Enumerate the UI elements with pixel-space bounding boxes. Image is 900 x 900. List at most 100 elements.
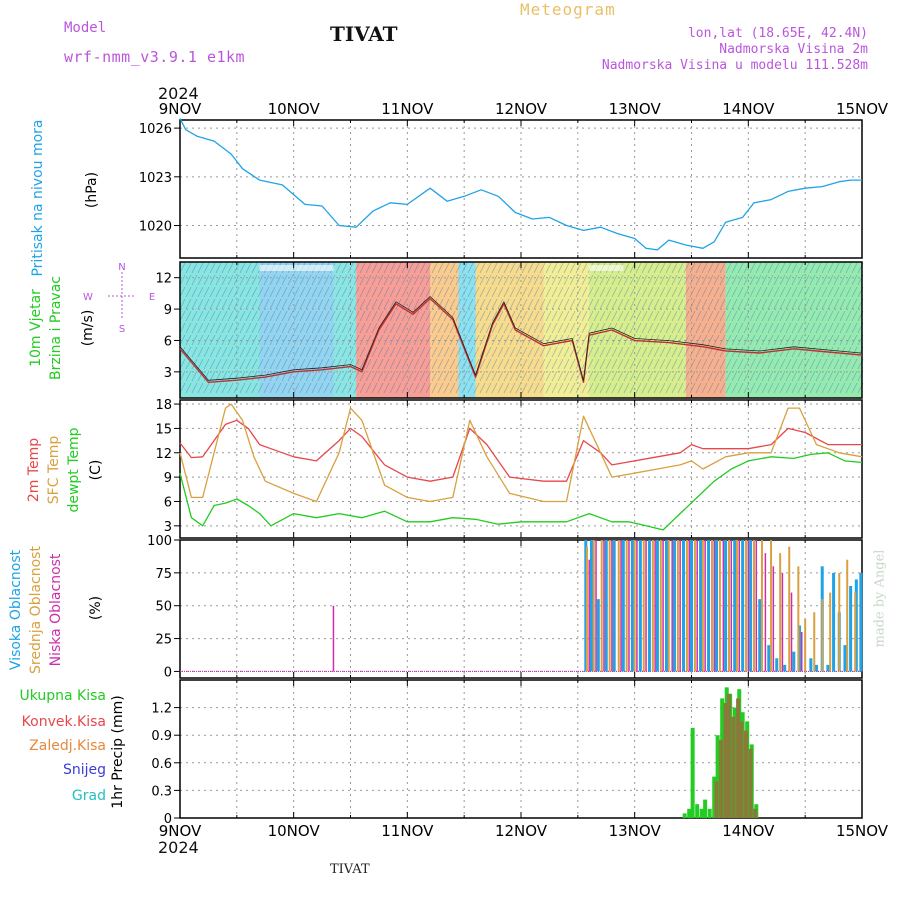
wind-barb: [287, 274, 294, 286]
wind-barb: [269, 382, 276, 394]
wind-barb: [683, 274, 690, 286]
wind-barb: [557, 346, 564, 358]
wind-barb: [851, 298, 858, 310]
wind-barb: [443, 262, 450, 274]
wind-barb: [557, 310, 564, 322]
wind-barb: [599, 274, 606, 286]
compass-s: S: [119, 324, 125, 335]
wind-barb: [575, 370, 582, 382]
wind-barb: [497, 346, 504, 358]
wind-barb: [725, 262, 732, 274]
cloud-bar: [775, 658, 779, 672]
wind-barb: [815, 346, 822, 358]
wind-barb: [545, 262, 552, 274]
wind-barb: [425, 358, 432, 370]
wind-barb: [401, 346, 408, 358]
wind-barb: [227, 346, 234, 358]
wind-barb: [215, 286, 222, 298]
wind-barb: [623, 358, 630, 370]
cloud-bar: [625, 540, 628, 672]
wind-barb: [185, 298, 192, 310]
cloud-bar: [781, 572, 784, 672]
wind-barb: [485, 382, 492, 394]
wind-barb: [209, 346, 216, 358]
wind-barb: [455, 286, 462, 298]
wind-barb: [263, 274, 270, 286]
wind-barb: [455, 262, 462, 274]
wind-barb: [245, 310, 252, 322]
wind-barb: [827, 262, 834, 274]
wind-barb: [497, 310, 504, 322]
wind-barb: [749, 334, 756, 346]
wind-barb: [389, 322, 396, 334]
wind-barb: [245, 358, 252, 370]
wind-barb: [665, 286, 672, 298]
wind-barb: [341, 274, 348, 286]
wind-barb: [665, 310, 672, 322]
cloud-bar: [804, 618, 807, 672]
wind-barb: [557, 358, 564, 370]
wind-barb: [509, 274, 516, 286]
wind-barb: [533, 382, 540, 394]
wind-barb: [821, 262, 828, 274]
wind-barb: [191, 274, 198, 286]
wind-barb: [269, 346, 276, 358]
wind-barb: [239, 382, 246, 394]
wind-barb: [833, 286, 840, 298]
wind-barb: [533, 298, 540, 310]
sfctemp-axis-label: SFC Temp: [46, 436, 62, 505]
wind-barb: [491, 346, 498, 358]
wind-barb: [845, 286, 852, 298]
wind-barb: [533, 274, 540, 286]
wind-barb: [275, 358, 282, 370]
wind-barb: [623, 370, 630, 382]
wind-barb: [227, 358, 234, 370]
cloud-bar: [730, 540, 733, 672]
wind-barb: [623, 298, 630, 310]
wind-barb: [809, 382, 816, 394]
wind-barb: [749, 286, 756, 298]
wind-barb: [323, 274, 330, 286]
wind-barb: [257, 310, 264, 322]
wind-barb: [713, 334, 720, 346]
cloud-bar: [628, 540, 630, 672]
wind-barb: [695, 322, 702, 334]
cloud-bar: [620, 540, 622, 672]
wind-barb: [299, 322, 306, 334]
wind-barb: [755, 370, 762, 382]
wind-barb: [245, 346, 252, 358]
wind-barb: [647, 370, 654, 382]
wind-barb: [215, 298, 222, 310]
wind-barb: [671, 370, 678, 382]
wind-barb: [425, 262, 432, 274]
cloud-bar: [792, 651, 796, 672]
wind-barb: [581, 274, 588, 286]
wind-barb: [185, 262, 192, 274]
elevation-label: Nadmorska Visina 2m: [719, 42, 868, 57]
cloud-bar: [595, 540, 597, 672]
wind-barb: [713, 382, 720, 394]
cloud-bar: [821, 599, 824, 672]
wind-barb: [665, 370, 672, 382]
wind-barb: [635, 382, 642, 394]
wind-barb: [665, 322, 672, 334]
cloud-bar: [612, 540, 616, 672]
wind-barb: [335, 358, 342, 370]
wind-barb: [221, 274, 228, 286]
compass-w: W: [83, 292, 93, 303]
wind-barb: [263, 346, 270, 358]
wind-barb: [797, 274, 804, 286]
wind-flag-strip-1: [589, 265, 624, 271]
wind-barb: [521, 274, 528, 286]
precip-legend-2: Zaledj.Kisa: [29, 738, 106, 754]
wind-barb: [215, 262, 222, 274]
wind-barb: [443, 286, 450, 298]
wind-barb: [695, 334, 702, 346]
wind-barb: [269, 334, 276, 346]
wind-barb: [677, 322, 684, 334]
wind-barb: [845, 358, 852, 370]
wind-barb: [527, 370, 534, 382]
cloud-bar: [859, 572, 863, 672]
wind-barb: [791, 298, 798, 310]
wind-barb: [665, 298, 672, 310]
